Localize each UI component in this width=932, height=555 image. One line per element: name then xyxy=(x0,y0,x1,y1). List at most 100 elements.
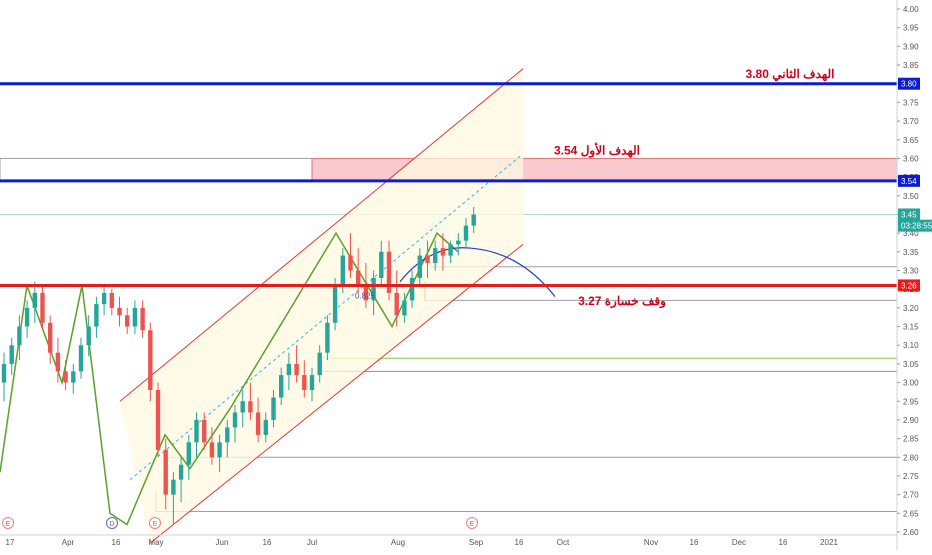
channel-fill xyxy=(120,68,523,544)
y-tick-label: 3.70 xyxy=(903,117,919,126)
candle-body xyxy=(248,401,253,413)
candle-body xyxy=(9,345,14,364)
candle-body xyxy=(78,345,84,372)
x-tick-label: 16 xyxy=(515,538,524,547)
dividend-marker[interactable] xyxy=(106,517,118,529)
candle-body xyxy=(225,427,230,443)
x-tick-label: 2021 xyxy=(820,538,838,547)
candle-body xyxy=(456,240,461,245)
event-marker-label: E xyxy=(6,521,11,528)
drawing-layer xyxy=(0,68,898,544)
zigzag-line xyxy=(0,231,459,526)
y-tick-label: 3.65 xyxy=(903,136,919,145)
y-tick-label: 2.90 xyxy=(903,416,919,425)
price-axis[interactable]: 4.003.953.903.853.803.753.703.653.603.55… xyxy=(896,0,932,550)
candle-body xyxy=(271,397,276,420)
y-tick-label: 3.20 xyxy=(903,304,919,313)
x-tick-label: Dec xyxy=(732,538,746,547)
y-tick-label: 3.75 xyxy=(903,98,919,107)
candle-body xyxy=(402,300,407,316)
x-tick-label: Sep xyxy=(469,538,484,547)
candle-body xyxy=(209,442,215,458)
price-tag xyxy=(898,208,920,221)
candle-body xyxy=(363,285,369,301)
x-tick-label: Aug xyxy=(391,538,405,547)
price-tag xyxy=(898,174,920,187)
candle-body xyxy=(148,330,153,391)
earnings-marker[interactable] xyxy=(466,517,478,529)
y-tick-label: 3.30 xyxy=(903,267,919,276)
candle-body xyxy=(386,251,392,293)
annotation-text: 0.825 xyxy=(355,292,376,301)
candle-body xyxy=(440,248,446,256)
candles-layer xyxy=(1,206,476,525)
y-tick-label: 2.75 xyxy=(903,472,919,481)
y-tick-label: 2.70 xyxy=(903,491,919,500)
candle-body xyxy=(125,315,130,327)
candle-body xyxy=(132,307,138,327)
y-tick-label: 3.10 xyxy=(903,341,919,350)
x-tick-label: 16 xyxy=(779,538,788,547)
y-tick-label: 3.60 xyxy=(903,154,919,163)
earnings-marker[interactable] xyxy=(2,517,14,529)
candle-body xyxy=(178,464,184,480)
candle-body xyxy=(302,375,307,391)
channel-lower-line xyxy=(149,243,524,544)
x-tick-label: 17 xyxy=(6,538,15,547)
annotation-text: الهدف الثاني 3.80 xyxy=(746,67,835,82)
x-tick-label: Jun xyxy=(216,538,229,547)
candle-body xyxy=(40,292,45,323)
candle-body xyxy=(1,363,7,383)
candle-body xyxy=(140,307,145,331)
candle-body xyxy=(186,442,191,465)
candle-body xyxy=(448,244,453,256)
time-axis[interactable]: 17 Apr 16 May Jun 16 Jul Aug Sep 16 Oct Nov 16 Dec 16 2… xyxy=(0,534,897,547)
candle-body xyxy=(24,307,30,327)
y-tick-label: 2.65 xyxy=(903,509,919,518)
candle-body xyxy=(202,419,207,443)
candle-body xyxy=(101,292,107,305)
x-tick-label: Apr xyxy=(62,538,75,547)
y-tick-label: 2.80 xyxy=(903,453,919,462)
candle-body xyxy=(309,375,315,391)
price-tag-label: 3.45 xyxy=(901,210,917,219)
candle-body xyxy=(48,322,53,353)
candle-body xyxy=(286,363,292,376)
levels-layer xyxy=(0,82,897,287)
candle-body xyxy=(17,326,22,346)
candle-body xyxy=(371,277,376,301)
y-tick-label: 3.40 xyxy=(903,229,919,238)
x-tick-label: May xyxy=(148,538,163,547)
candle-body xyxy=(55,352,61,372)
y-tick-label: 3.05 xyxy=(903,360,919,369)
candle-body xyxy=(171,479,176,495)
price-tag xyxy=(898,77,920,90)
candle-body xyxy=(409,277,415,301)
candle-body xyxy=(294,363,299,376)
price-tag xyxy=(898,279,920,292)
x-tick-label: Nov xyxy=(644,538,658,547)
candle-body xyxy=(109,292,114,308)
candle-body xyxy=(348,255,353,271)
candle-body xyxy=(394,292,399,316)
candle-body xyxy=(463,225,469,241)
annotations-layer: الهدف الثاني 3.80 الهدف الأول 3.54 وقف خسا… xyxy=(2,67,835,529)
y-tick-label: 2.85 xyxy=(903,435,919,444)
candle-body xyxy=(340,255,345,286)
candle-body xyxy=(325,322,330,353)
event-marker-label: E xyxy=(470,521,475,528)
candle-body xyxy=(279,375,284,398)
earnings-marker[interactable] xyxy=(149,517,161,529)
event-marker-label: D xyxy=(109,521,114,528)
x-tick-label: 16 xyxy=(263,538,272,547)
candle-body xyxy=(317,352,322,376)
event-marker-label: E xyxy=(153,521,158,528)
candle-body xyxy=(217,442,222,458)
price-tag-label: 03:28:55 xyxy=(901,222,932,231)
candle-body xyxy=(32,292,37,308)
candle-body xyxy=(232,412,238,428)
candle-body xyxy=(117,307,122,316)
candle-body xyxy=(379,251,384,278)
